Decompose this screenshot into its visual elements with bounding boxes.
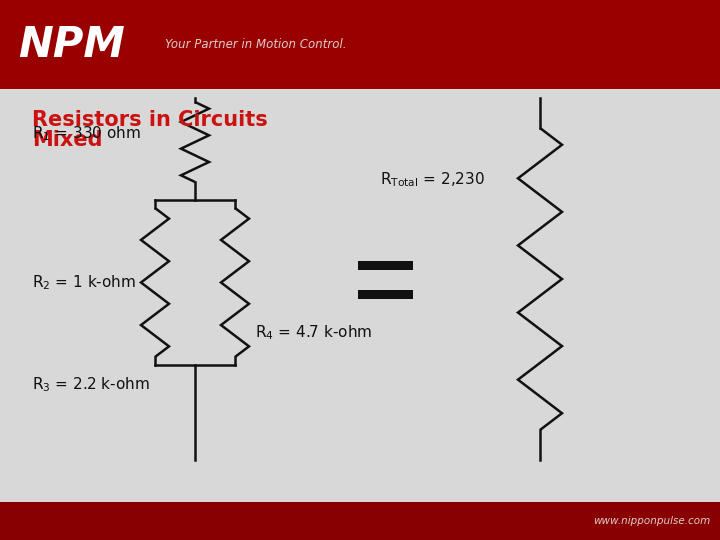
Text: Resistors in Circuits: Resistors in Circuits <box>32 110 268 130</box>
Text: www.nipponpulse.com: www.nipponpulse.com <box>593 516 710 526</box>
Text: R$_{4}$ = 4.7 k-ohm: R$_{4}$ = 4.7 k-ohm <box>255 323 372 342</box>
Bar <box>358 290 413 299</box>
Text: Your Partner in Motion Control.: Your Partner in Motion Control. <box>165 38 346 51</box>
Bar <box>358 261 413 270</box>
Text: R$_{2}$ = 1 k-ohm: R$_{2}$ = 1 k-ohm <box>32 273 136 292</box>
Text: R$_{3}$ = 2.2 k-ohm: R$_{3}$ = 2.2 k-ohm <box>32 376 150 394</box>
Text: R$_{\mathrm{Total}}$ = 2,230: R$_{\mathrm{Total}}$ = 2,230 <box>380 171 485 190</box>
Text: Mixed: Mixed <box>32 130 102 150</box>
Bar <box>0 0 720 89</box>
Bar <box>0 502 720 540</box>
Text: NPM: NPM <box>18 24 125 65</box>
Text: R$_{1}$ = 330 ohm: R$_{1}$ = 330 ohm <box>32 125 141 143</box>
